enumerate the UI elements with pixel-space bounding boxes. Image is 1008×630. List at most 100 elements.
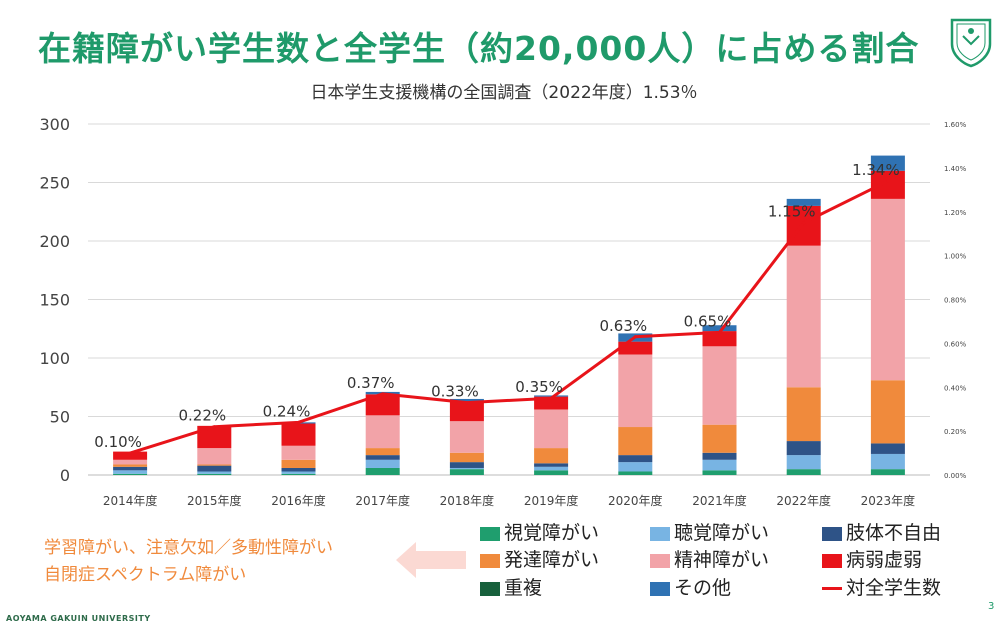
y2-tick-label-5: 1.00% <box>944 253 967 261</box>
legend-item-5: 病弱虚弱 <box>822 545 922 572</box>
line-data-label-2: 0.24% <box>263 402 311 420</box>
legend-swatch-2 <box>822 526 842 541</box>
bar-3-1 <box>365 459 400 468</box>
line-point-2 <box>297 420 300 424</box>
bar-8-3 <box>786 387 821 442</box>
bar-7-3 <box>702 424 737 453</box>
x-tick-label-5: 2019年度 <box>524 493 579 508</box>
line-point-1 <box>212 425 216 429</box>
bar-8-2 <box>786 441 821 456</box>
page-title: 在籍障がい学生数と全学生（約20,000人）に占める割合 <box>38 29 920 68</box>
bar-9-3 <box>870 380 905 444</box>
legend-label-3: 発達障がい <box>504 549 600 571</box>
line-point-7 <box>718 330 721 334</box>
legend-item-3: 発達障がい <box>480 545 599 572</box>
bar-3-3 <box>365 448 400 456</box>
y2-tick-label-1: 0.20% <box>944 428 967 436</box>
bar-2-4 <box>281 445 316 460</box>
line-point-3 <box>381 392 385 396</box>
bar-6-2 <box>618 455 653 463</box>
bar-0-4 <box>113 459 148 465</box>
x-tick-label-9: 2023年度 <box>861 493 916 508</box>
legend-swatch-4 <box>650 553 670 568</box>
legend-swatch-3 <box>480 553 500 568</box>
bar-6-0 <box>618 471 653 475</box>
x-tick-label-0: 2014年度 <box>103 493 158 508</box>
legend-item-4: 精神障がい <box>650 545 769 572</box>
line-point-8 <box>802 221 806 225</box>
bar-7-5 <box>702 331 737 347</box>
line-data-label-3: 0.37% <box>347 374 395 392</box>
y2-tick-label-3: 0.60% <box>944 340 967 348</box>
y-tick-label-6: 300 <box>39 115 70 134</box>
line-data-label-6: 0.63% <box>599 317 647 335</box>
x-tick-label-4: 2018年度 <box>440 493 495 508</box>
bar-3-2 <box>365 455 400 460</box>
line-point-6 <box>633 335 637 339</box>
y2-tick-label-8: 1.60% <box>944 121 967 129</box>
bar-1-1 <box>197 471 232 474</box>
bar-6-4 <box>618 354 653 428</box>
bar-7-7 <box>702 325 737 332</box>
note-text: 学習障がい、注意欠如／多動性障がい 自閉症スペクトラム障がい <box>44 535 333 589</box>
bar-7-2 <box>702 452 737 460</box>
bar-8-4 <box>786 245 821 388</box>
bar-2-2 <box>281 467 316 472</box>
y2-tick-label-4: 0.80% <box>944 297 967 305</box>
y2-tick-label-0: 0.00% <box>944 472 967 480</box>
line-data-label-1: 0.22% <box>178 407 226 425</box>
line-point-0 <box>128 451 132 455</box>
note-line-0: 学習障がい、注意欠如／多動性障がい <box>44 538 333 558</box>
bar-2-1 <box>281 471 316 474</box>
bar-3-4 <box>365 415 400 449</box>
legend-item-2: 肢体不自由 <box>822 518 941 545</box>
legend-line-swatch <box>822 587 842 590</box>
bar-0-3 <box>113 464 148 467</box>
legend-label-4: 精神障がい <box>674 549 770 571</box>
line-data-label-4: 0.33% <box>431 383 479 401</box>
bar-9-1 <box>870 453 905 470</box>
bar-8-0 <box>786 469 821 475</box>
bar-4-3 <box>449 452 484 463</box>
y-tick-label-3: 150 <box>39 291 70 310</box>
bar-1-5 <box>197 425 232 449</box>
bar-2-5 <box>281 423 316 446</box>
bar-9-5 <box>870 170 905 199</box>
legend-label-line: 対全学生数 <box>846 577 942 599</box>
university-logo-icon <box>950 18 992 68</box>
bar-1-0 <box>197 473 232 475</box>
legend-label-0: 視覚障がい <box>504 522 600 544</box>
line-data-label-8: 1.15% <box>768 203 816 221</box>
y-tick-label-1: 50 <box>50 408 70 427</box>
line-point-4 <box>465 401 469 405</box>
arrow-left-icon <box>396 542 466 578</box>
bar-4-1 <box>449 467 484 470</box>
bar-5-7 <box>534 395 569 397</box>
legend-label-6: 重複 <box>504 577 543 599</box>
y-tick-label-2: 100 <box>39 349 70 368</box>
x-tick-label-3: 2017年度 <box>355 493 410 508</box>
legend-item-6: 重複 <box>480 573 542 600</box>
legend-label-5: 病弱虚弱 <box>846 549 923 571</box>
bar-9-4 <box>870 198 905 381</box>
bar-6-5 <box>618 341 653 355</box>
y2-tick-label-7: 1.40% <box>944 165 967 173</box>
legend-swatch-0 <box>480 526 500 541</box>
legend-item-0: 視覚障がい <box>480 518 599 545</box>
bar-5-3 <box>534 448 569 464</box>
bar-2-0 <box>281 473 316 475</box>
bar-6-3 <box>618 427 653 456</box>
bar-0-1 <box>113 470 148 474</box>
bar-5-0 <box>534 470 569 475</box>
x-tick-label-8: 2022年度 <box>776 493 831 508</box>
bar-4-5 <box>449 401 484 422</box>
legend-label-2: 肢体不自由 <box>846 522 942 544</box>
legend-swatch-5 <box>822 553 842 568</box>
legend-swatch-1 <box>650 526 670 541</box>
legend-label-1: 聴覚障がい <box>674 522 770 544</box>
legend-swatch-6 <box>480 581 500 596</box>
legend-swatch-7 <box>650 581 670 596</box>
bar-9-7 <box>870 155 905 171</box>
bar-4-7 <box>449 398 484 402</box>
